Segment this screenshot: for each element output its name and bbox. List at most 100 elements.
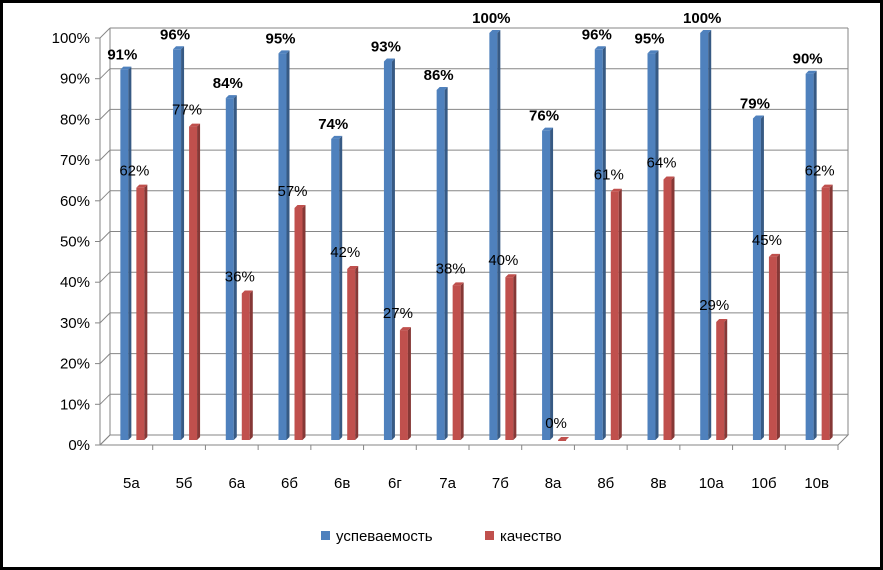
gridline-side: [99, 68, 111, 80]
data-label-kachestvo: 57%: [277, 183, 307, 200]
x-tick-label: 5а: [123, 475, 140, 492]
legend-swatch: [321, 531, 330, 540]
data-label-uspevaemost: 91%: [107, 47, 137, 64]
bar-uspevaemost: [647, 50, 659, 440]
gridline-side: [99, 312, 111, 324]
bar-kachestvo: [294, 205, 306, 440]
x-axis-floor: [98, 434, 850, 446]
data-label-uspevaemost: 74%: [318, 116, 348, 133]
x-tick-label: 5б: [176, 475, 193, 492]
x-tick-label: 10в: [804, 475, 829, 492]
bar-uspevaemost: [436, 86, 448, 440]
bar-uspevaemost: [383, 58, 395, 441]
bar-uspevaemost: [542, 127, 554, 441]
data-label-uspevaemost: 90%: [793, 51, 823, 68]
data-label-uspevaemost: 84%: [213, 75, 243, 92]
legend-label: качество: [500, 528, 562, 545]
x-tick-label: 8а: [545, 475, 562, 492]
x-tick-label: 6а: [228, 475, 245, 492]
bar-kachestvo: [821, 184, 833, 440]
data-label-uspevaemost: 79%: [740, 95, 770, 112]
legend-item: качество: [485, 528, 562, 545]
bar-uspevaemost: [278, 50, 290, 440]
y-tick-label: 30%: [60, 315, 90, 332]
gridline-side: [99, 149, 111, 161]
y-tick-label: 100%: [52, 30, 90, 47]
bar-chart: 0% 10% 20% 30% 40% 50% 60% 70% 80% 90% 100% 5а 5б 6а 6…: [52, 10, 850, 545]
bar-kachestvo: [716, 318, 728, 440]
gridline-side: [99, 190, 111, 202]
x-tick-label: 6б: [281, 475, 298, 492]
x-tick-label: 7а: [439, 475, 456, 492]
gridline-side: [99, 393, 111, 405]
legend-item: успеваемость: [321, 528, 433, 545]
y-tick-label: 80%: [60, 111, 90, 128]
data-label-uspevaemost: 100%: [472, 10, 510, 27]
data-label-kachestvo: 61%: [594, 167, 624, 184]
x-tick-label: 10а: [699, 475, 725, 492]
data-label-kachestvo: 38%: [436, 260, 466, 277]
bars: [120, 30, 833, 441]
x-tick-label: 6в: [334, 475, 350, 492]
y-tick-label: 10%: [60, 396, 90, 413]
bar-kachestvo: [452, 282, 464, 440]
bar-uspevaemost: [700, 30, 712, 440]
y-tick-label: 70%: [60, 152, 90, 169]
gridline-side: [99, 109, 111, 120]
data-label-kachestvo: 62%: [805, 163, 835, 180]
bar-kachestvo: [663, 176, 675, 440]
y-tick-label: 60%: [60, 193, 90, 210]
bar-kachestvo: [558, 437, 570, 441]
x-tick-label: 10б: [751, 475, 776, 492]
gridline-side: [99, 353, 111, 364]
data-label-kachestvo: 64%: [646, 155, 676, 172]
y-tick-label: 0%: [68, 437, 90, 454]
data-label-kachestvo: 42%: [330, 244, 360, 261]
gridline-side: [99, 271, 111, 283]
bar-kachestvo: [241, 290, 253, 440]
x-tick-label: 8б: [597, 475, 614, 492]
bar-uspevaemost: [173, 46, 185, 440]
x-tick-label: 6г: [388, 475, 402, 492]
bar-uspevaemost: [331, 135, 343, 440]
data-label-kachestvo: 0%: [545, 415, 567, 432]
data-label-uspevaemost: 96%: [582, 26, 612, 43]
bar-uspevaemost: [120, 66, 132, 440]
x-tick-label: 7б: [492, 475, 509, 492]
bar-kachestvo: [136, 184, 148, 440]
axes: 0% 10% 20% 30% 40% 50% 60% 70% 80% 90% 100% 5а 5б 6а 6…: [52, 30, 850, 492]
data-label-kachestvo: 40%: [488, 252, 518, 269]
gridline-side: [99, 231, 111, 242]
data-label-uspevaemost: 95%: [634, 30, 664, 47]
x-tick-label: 8в: [650, 475, 666, 492]
data-label-uspevaemost: 93%: [371, 38, 401, 55]
bar-kachestvo: [505, 274, 517, 440]
bar-uspevaemost: [752, 115, 764, 440]
gridline-side: [99, 27, 111, 39]
bar-uspevaemost: [225, 95, 237, 441]
y-tick-label: 40%: [60, 274, 90, 291]
data-label-kachestvo: 45%: [752, 232, 782, 249]
bar-uspevaemost: [489, 30, 501, 440]
bar-uspevaemost: [594, 46, 606, 440]
bar-kachestvo: [399, 327, 411, 440]
bar-kachestvo: [347, 266, 359, 440]
data-label-kachestvo: 29%: [699, 297, 729, 314]
legend-swatch: [485, 531, 494, 540]
bar-kachestvo: [189, 123, 201, 441]
data-label-uspevaemost: 96%: [160, 26, 190, 43]
data-label-uspevaemost: 76%: [529, 108, 559, 125]
bar-kachestvo: [768, 253, 780, 440]
y-tick-label: 90%: [60, 71, 90, 88]
y-tick-label: 20%: [60, 356, 90, 373]
data-label-uspevaemost: 86%: [424, 67, 454, 84]
data-labels: 91% 62% 96% 77% 84% 36% 95% 57% 74% 42% 93% 27% 86% 3…: [107, 10, 834, 432]
data-label-uspevaemost: 100%: [683, 10, 721, 27]
data-label-kachestvo: 77%: [172, 102, 202, 119]
y-tick-label: 50%: [60, 234, 90, 251]
legend: успеваемость качество: [321, 528, 562, 545]
data-label-kachestvo: 27%: [383, 305, 413, 322]
data-label-uspevaemost: 95%: [265, 30, 295, 47]
bar-uspevaemost: [805, 70, 817, 440]
